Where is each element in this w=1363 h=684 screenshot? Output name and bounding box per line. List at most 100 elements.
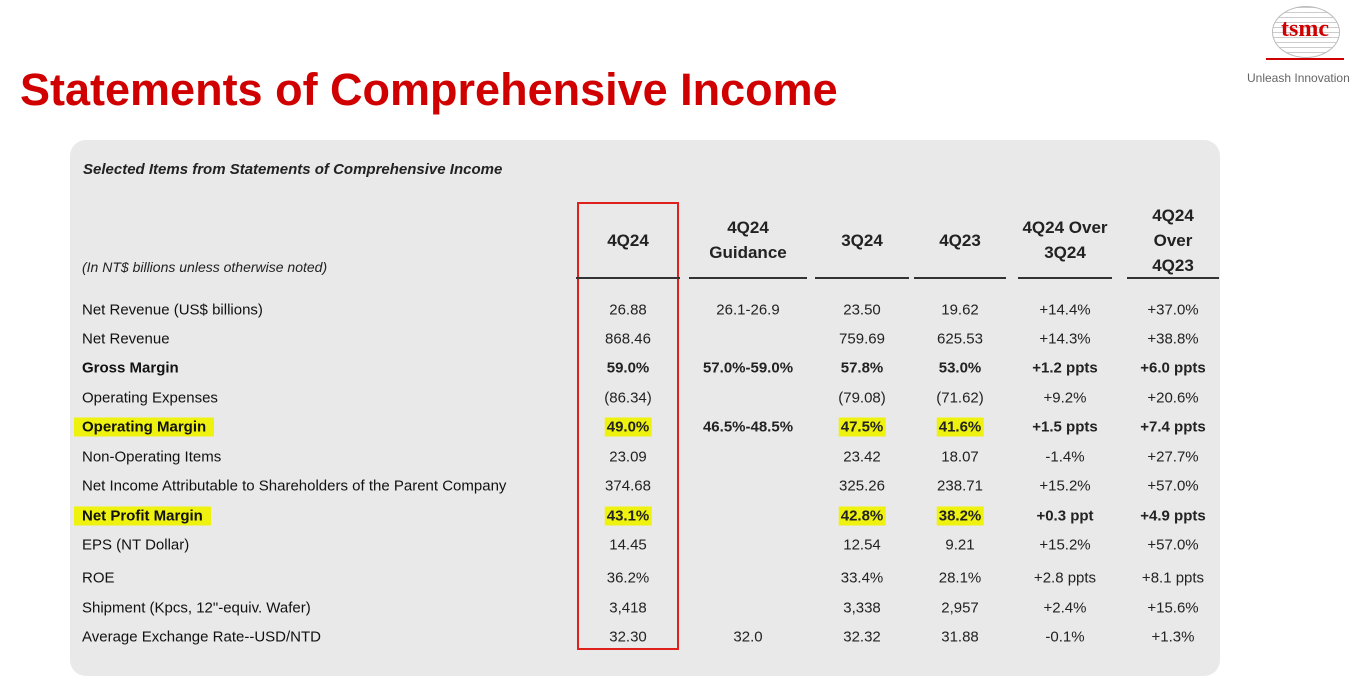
cell-text: 49.0% [604,417,652,437]
row-label: Shipment (Kpcs, 12"-equiv. Wafer) [82,600,311,617]
cell-text: 2,957 [941,599,979,617]
table-cell: 41.6% [936,417,984,437]
column-header: 4Q24 [607,230,649,250]
table-cell: +15.6% [1147,600,1198,617]
cell-text: +2.4% [1043,599,1087,617]
cell-text: (86.34) [604,389,652,407]
table-cell: 32.0 [733,629,762,646]
header-underline [815,277,909,279]
row-label-text: Operating Expenses [82,389,218,407]
table-cell: 28.1% [939,570,982,587]
cell-text: 26.1-26.9 [716,301,780,319]
table-cell: +37.0% [1147,302,1198,319]
table-cell: 238.71 [937,478,983,495]
row-label: ROE [82,570,115,587]
cell-text: +9.2% [1043,389,1087,407]
cell-text: +7.4 ppts [1140,418,1206,436]
table-cell: 47.5% [838,417,886,437]
table-cell: 26.88 [609,302,647,319]
table-cell: 59.0% [607,360,650,377]
row-label: Gross Margin [82,360,179,377]
cell-text: 57.8% [840,359,884,377]
column-header: 4Q24 Over 3Q24 [1022,218,1108,262]
table-cell: +14.4% [1039,302,1090,319]
row-label-text: Operating Margin [74,417,215,437]
cell-text: +57.0% [1147,536,1199,554]
cell-text: +1.2 ppts [1032,359,1098,377]
table-cell: -1.4% [1045,449,1084,466]
cell-text: 36.2% [606,569,650,587]
cell-text: 59.0% [606,359,650,377]
table-cell: +7.4 ppts [1140,419,1205,436]
cell-text: +15.2% [1039,477,1091,495]
cell-text: +37.0% [1147,301,1199,319]
cell-text: +14.4% [1039,301,1091,319]
table-cell: 759.69 [839,331,885,348]
table-cell: 32.30 [609,629,647,646]
cell-text: 868.46 [605,330,651,348]
table-note: (In NT$ billions unless otherwise noted) [82,259,328,275]
tagline: Unleash Innovation [1247,71,1350,85]
table-cell: 2,957 [941,600,979,617]
cell-text: 14.45 [609,536,647,554]
row-label-text: Gross Margin [82,359,179,377]
header-underline [914,277,1006,279]
cell-text: -0.1% [1045,628,1085,646]
cell-text: 9.21 [945,536,975,554]
row-label: Net Revenue [82,331,170,348]
table-cell: +57.0% [1147,537,1198,554]
cell-text: 12.54 [843,536,881,554]
cell-text: 18.07 [941,448,979,466]
cell-text: -1.4% [1045,448,1085,466]
table-cell: 12.54 [843,537,881,554]
table-cell: 49.0% [604,417,652,437]
table-cell: 325.26 [839,478,885,495]
table-cell: 23.50 [843,302,881,319]
logo-globe [1272,6,1340,58]
table-cell: 36.2% [607,570,650,587]
table-cell: +27.7% [1147,449,1198,466]
row-label-text: Shipment (Kpcs, 12"-equiv. Wafer) [82,599,311,617]
cell-text: (71.62) [936,389,984,407]
cell-text: 57.0%-59.0% [702,359,794,377]
row-label-text: Net Revenue (US$ billions) [82,301,263,319]
row-label: Average Exchange Rate--USD/NTD [82,629,321,646]
cell-text: +4.9 ppts [1140,507,1206,525]
table-cell: 57.8% [841,360,884,377]
cell-text: +2.8 ppts [1033,569,1097,587]
table-cell: 23.42 [843,449,881,466]
table-cell: -0.1% [1045,629,1084,646]
table-cell: 14.45 [609,537,647,554]
cell-text: 238.71 [937,477,983,495]
table-cell: 57.0%-59.0% [703,360,793,377]
table-cell: (71.62) [936,390,984,407]
row-label: Net Income Attributable to Shareholders … [82,478,506,495]
table-cell: 23.09 [609,449,647,466]
cell-text: +1.3% [1151,628,1195,646]
column-header: 3Q24 [841,230,883,250]
header-underline [689,277,807,279]
cell-text: 33.4% [840,569,884,587]
cell-text: +20.6% [1147,389,1199,407]
table-cell: 42.8% [838,506,886,526]
column-header: 4Q23 [939,230,981,250]
table-cell: 19.62 [941,302,979,319]
table-cell: 9.21 [945,537,974,554]
cell-text: 23.50 [843,301,881,319]
row-label-text: Net Profit Margin [74,506,211,526]
table-cell: +38.8% [1147,331,1198,348]
cell-text: 759.69 [839,330,885,348]
cell-text: +27.7% [1147,448,1199,466]
table-cell: 38.2% [936,506,984,526]
table-cell: +57.0% [1147,478,1198,495]
row-label: Net Revenue (US$ billions) [82,302,263,319]
cell-text: +15.6% [1147,599,1199,617]
table-cell: +4.9 ppts [1140,508,1205,525]
row-label: Non-Operating Items [82,449,221,466]
cell-text: 53.0% [938,359,982,377]
table-cell: +14.3% [1039,331,1090,348]
table-cell: 53.0% [939,360,982,377]
table-cell: 33.4% [841,570,884,587]
table-cell: +6.0 ppts [1140,360,1205,377]
